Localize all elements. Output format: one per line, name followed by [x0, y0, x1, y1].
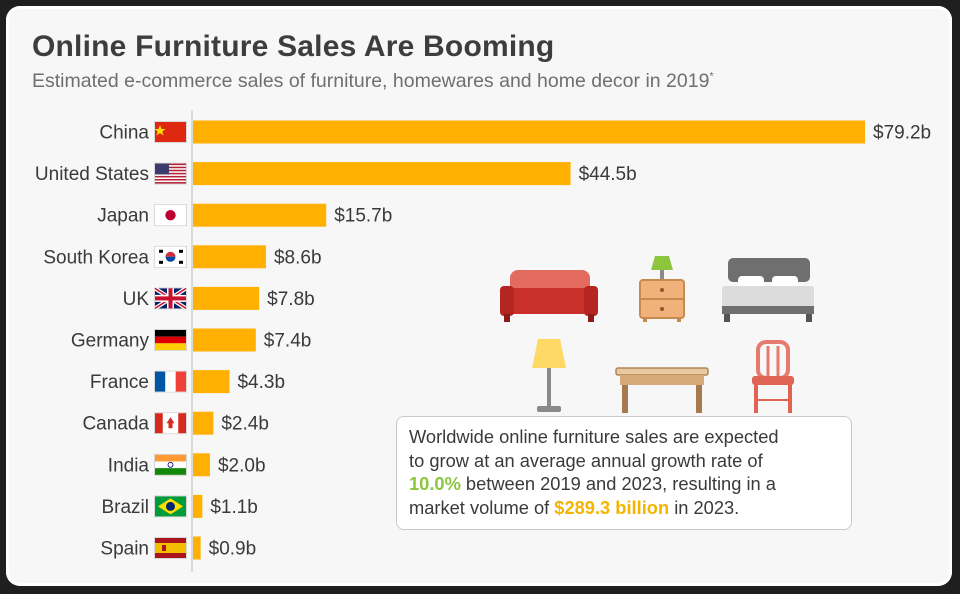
chair-icon [752, 340, 794, 413]
market-volume-value: $289.3 billion [554, 496, 670, 518]
nightstand-lamp-icon [639, 256, 685, 322]
value-label: $44.5b [579, 164, 637, 185]
value-label: $7.8b [267, 289, 315, 310]
flag-spain-icon [154, 537, 187, 559]
bar-france [193, 370, 230, 394]
bar-uk [193, 286, 260, 310]
callout-line-1: Worldwide online furniture sales are exp… [409, 426, 779, 447]
value-label: $79.2b [873, 123, 931, 144]
bar-spain [193, 536, 201, 560]
flag-canada-icon [154, 412, 187, 435]
value-label: $8.6b [274, 247, 322, 268]
growth-rate-value: 10.0% [409, 473, 461, 494]
flag-uk-icon [153, 286, 188, 311]
callout-line-3: between 2019 and 2023, resulting in a [460, 473, 776, 494]
flag-south-korea-icon [154, 245, 187, 268]
value-label: $2.4b [221, 414, 269, 435]
bar-germany [193, 328, 256, 352]
category-label: France [90, 372, 149, 393]
bar-china [193, 120, 865, 144]
flag-brazil-icon [154, 495, 187, 518]
callout-line-4b: in 2023. [669, 496, 740, 518]
flag-india-icon [154, 453, 187, 476]
category-label: Germany [71, 331, 150, 352]
category-label: United States [35, 164, 149, 185]
category-label: UK [123, 289, 150, 310]
category-label: Spain [100, 539, 149, 560]
flag-usa-icon [154, 162, 187, 185]
chart-subtitle-text: Estimated e-commerce sales of furniture,… [32, 70, 710, 92]
category-label: Canada [82, 414, 149, 435]
bar-japan [193, 203, 327, 227]
bar-south-korea [193, 245, 266, 269]
chart-title: Online Furniture Sales Are Booming [32, 30, 555, 63]
callout-line-4a: market volume of [409, 496, 555, 518]
value-label: $4.3b [237, 372, 285, 393]
flag-japan-icon [154, 204, 187, 227]
category-label: South Korea [43, 247, 149, 268]
flag-france-icon [154, 370, 187, 393]
bar-brazil [193, 494, 203, 518]
category-label: India [108, 455, 150, 476]
category-label: Brazil [101, 497, 149, 518]
bed-icon [722, 258, 814, 322]
sofa-icon [500, 270, 598, 322]
floor-lamp-icon [532, 339, 566, 412]
subtitle-footnote-mark: * [709, 70, 714, 83]
category-label: China [99, 123, 149, 144]
value-label: $7.4b [264, 331, 312, 352]
table-icon [615, 367, 709, 413]
bar-united-states [193, 162, 571, 186]
value-label: $1.1b [210, 497, 258, 518]
bar-canada [193, 411, 214, 435]
value-label: $0.9b [209, 539, 257, 560]
flag-china-icon [154, 121, 187, 143]
flag-germany-icon [154, 329, 187, 351]
value-label: $2.0b [218, 455, 266, 476]
value-label: $15.7b [334, 206, 392, 227]
chart-subtitle: Estimated e-commerce sales of furniture,… [32, 70, 714, 93]
bar-india [193, 453, 210, 477]
category-label: Japan [97, 206, 149, 227]
callout-line-2: to grow at an average annual growth rate… [409, 449, 763, 471]
growth-callout: Worldwide online furniture sales are exp… [396, 416, 852, 530]
